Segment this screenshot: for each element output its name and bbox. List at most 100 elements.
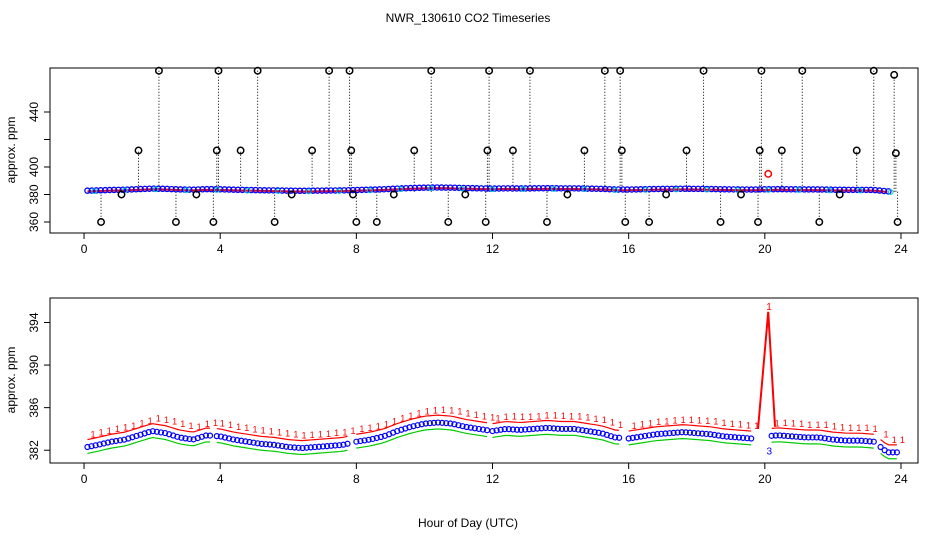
bottom-marker-label: 1 [99,428,104,438]
top-point [747,186,755,193]
bottom-point [579,427,586,434]
top-point [331,187,339,194]
bottom-point [353,438,360,445]
top-point [778,185,786,193]
top-point [323,187,330,194]
top-cyan-point [91,188,98,195]
bottom-point [410,423,417,430]
bottom-point [443,420,450,427]
bottom-point [866,438,873,445]
top-y-tick-label: 440 [27,102,41,122]
bottom-point [238,437,245,444]
bottom-marker-label: 1 [392,417,397,427]
bottom-point [422,420,429,427]
bottom-point [719,433,726,440]
top-point [486,185,494,192]
bottom-point [723,433,730,440]
bottom-point [501,426,508,433]
bottom-point [530,425,537,433]
bottom-marker-label: 1 [656,417,661,427]
top-point [845,186,852,194]
top-point [362,186,370,194]
top-plot-frame [49,67,919,234]
bottom-point [509,426,517,433]
bottom-point [889,449,896,456]
top-point [296,187,304,195]
bottom-point [788,433,796,440]
top-point [247,186,255,194]
bottom-point [479,426,487,433]
bottom-point [768,432,775,439]
bottom-point [377,433,384,441]
top-point [345,186,352,194]
bottom-point [554,425,561,432]
bottom-point [793,433,800,440]
top-cyan-point [275,188,281,195]
top-point [650,185,658,193]
bottom-series-line [216,428,348,442]
top-outlier-point [699,66,708,75]
top-outlier-point [563,190,572,199]
bottom-point [426,420,433,427]
bottom-spike-line [757,311,777,430]
top-outlier-point [616,66,625,75]
bottom-y-tick-label: 386 [27,397,41,417]
top-point [566,185,574,192]
bottom-marker-label: 1 [252,424,257,434]
bottom-marker-label: 1 [775,418,780,428]
bottom-series-line [771,441,874,449]
bottom-series-line [216,441,348,456]
bottom-series-line [628,438,752,446]
top-flagged-point [764,169,773,178]
bottom-point [748,435,755,442]
bottom-point [274,442,282,449]
top-point [597,185,605,193]
bottom-point [699,430,706,437]
bottom-point [686,429,694,436]
bottom-point [813,434,820,441]
bottom-y-tick-label: 390 [27,355,41,375]
bottom-point [877,443,884,451]
top-point [252,186,259,194]
top-outlier-point [716,218,725,226]
top-cyan-point [305,188,312,195]
bottom-point [328,442,335,449]
top-outlier-point [645,218,654,226]
bottom-marker-label: 1 [236,422,241,432]
bottom-series-line [356,414,488,435]
bottom-marker-label: 1 [689,415,694,425]
bottom-point [373,434,380,442]
bottom-marker-label: 1 [376,421,381,431]
bottom-marker-label: 1 [131,421,136,431]
top-x-tick-label: 12 [486,242,500,256]
top-point [836,186,843,194]
top-point [752,186,759,193]
top-outlier-point [287,190,296,199]
top-point [606,185,613,193]
bottom-point [455,422,462,429]
bottom-point [805,434,812,441]
top-x-tick-label: 16 [622,242,636,256]
top-point [451,184,458,191]
bottom-marker-label: 1 [884,429,889,439]
top-point [203,185,211,193]
bottom-x-tick-label: 8 [353,472,360,486]
top-y-tick-label: 360 [27,212,41,232]
top-cyan-point [397,186,404,193]
bottom-point [562,425,570,433]
top-cyan-point [857,187,864,194]
bottom-x-tick-label: 4 [217,472,224,486]
bottom-marker-label: 1 [640,420,645,430]
top-point [438,184,445,191]
bottom-marker-label: 1 [474,410,479,420]
top-point [447,184,454,191]
bottom-point [434,419,442,426]
top-point [849,186,857,194]
top-point [708,185,715,193]
bottom-point [266,441,273,448]
bottom-point [213,433,220,440]
top-outlier-point [270,218,279,226]
top-x-tick-label: 4 [217,242,224,256]
top-outlier-point [483,146,492,155]
bottom-point [451,421,458,428]
